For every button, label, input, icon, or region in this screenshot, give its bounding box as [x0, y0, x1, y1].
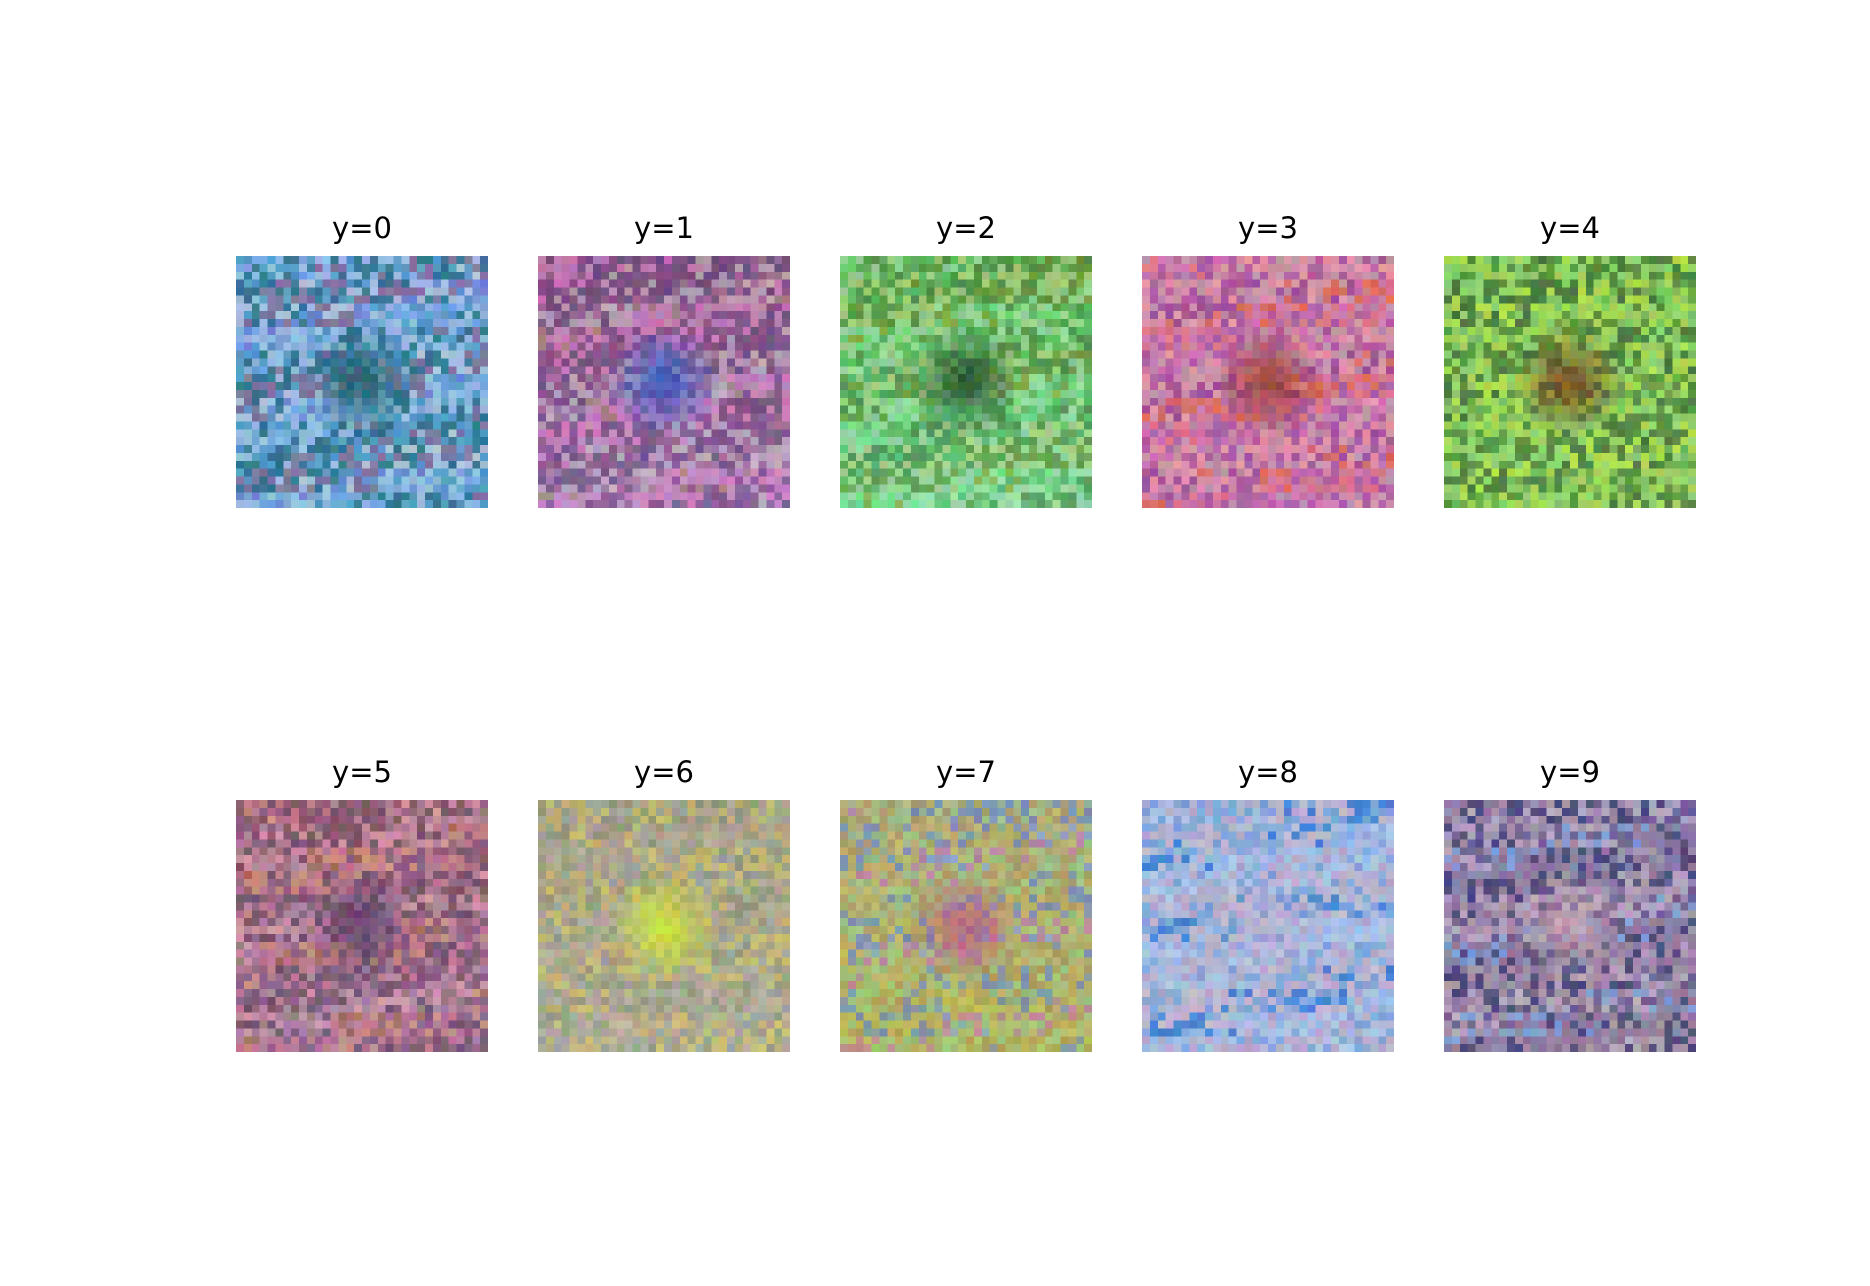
panel-image — [538, 256, 790, 508]
panel-title: y=7 — [936, 755, 996, 789]
panel-image — [840, 256, 1092, 508]
panel-title: y=8 — [1238, 755, 1298, 789]
panel-title: y=4 — [1540, 211, 1600, 245]
panel-image — [1142, 800, 1394, 1052]
panel-image — [1444, 800, 1696, 1052]
panel-title: y=9 — [1540, 755, 1600, 789]
panel-image — [1444, 256, 1696, 508]
panel-image — [538, 800, 790, 1052]
panel-image — [236, 800, 488, 1052]
panel-image — [840, 800, 1092, 1052]
panel-title: y=0 — [332, 211, 392, 245]
panel-title: y=1 — [634, 211, 694, 245]
panel-image — [1142, 256, 1394, 508]
panel-title: y=2 — [936, 211, 996, 245]
panel-image — [236, 256, 488, 508]
panel-title: y=6 — [634, 755, 694, 789]
panel-title: y=5 — [332, 755, 392, 789]
panel-title: y=3 — [1238, 211, 1298, 245]
